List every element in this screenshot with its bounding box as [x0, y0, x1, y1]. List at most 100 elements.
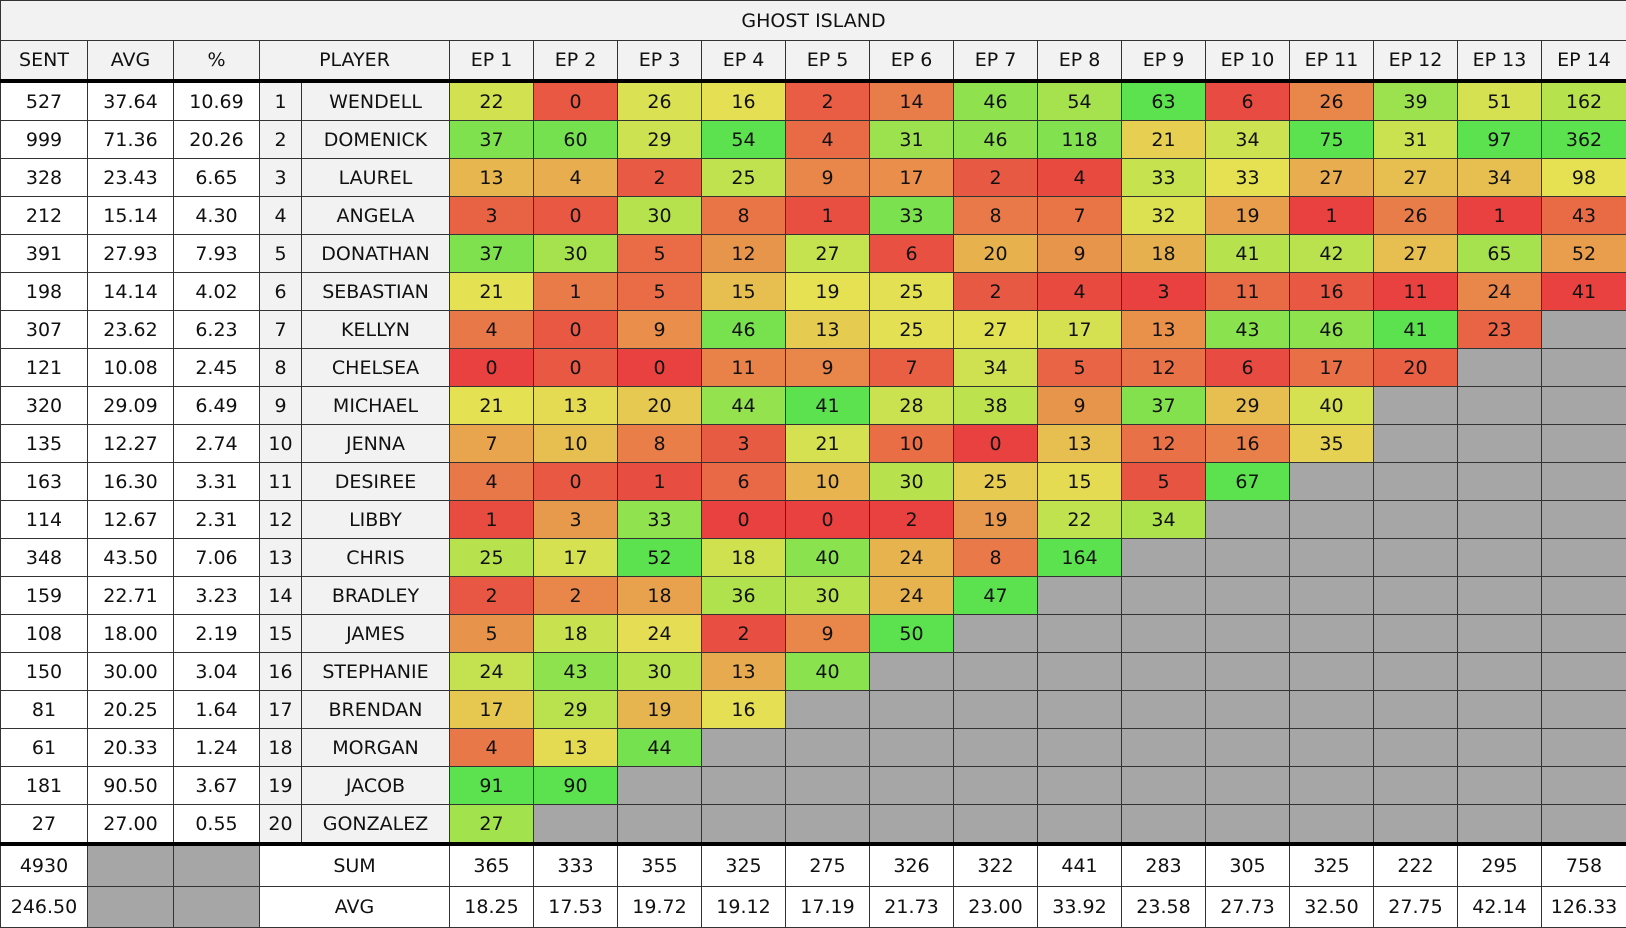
- episode-cell: 22: [1038, 501, 1122, 539]
- episode-cell: 10: [786, 463, 870, 501]
- empty-cell: [1122, 577, 1206, 615]
- footer-cell: 283: [1122, 844, 1206, 887]
- episode-cell: 21: [450, 387, 534, 425]
- footer-cell: 126.33: [1542, 887, 1626, 928]
- column-header: EP 12: [1374, 41, 1458, 82]
- episode-cell: 18: [618, 577, 702, 615]
- pct-cell: 3.31: [174, 463, 260, 501]
- episode-cell: 20: [1374, 349, 1458, 387]
- episode-cell: 41: [1206, 235, 1290, 273]
- episode-cell: 40: [786, 653, 870, 691]
- sent-cell: 391: [1, 235, 88, 273]
- episode-cell: 34: [954, 349, 1038, 387]
- episode-cell: 164: [1038, 539, 1122, 577]
- empty-cell: [870, 653, 954, 691]
- episode-cell: 9: [618, 311, 702, 349]
- episode-cell: 30: [618, 653, 702, 691]
- empty-cell: [1542, 577, 1626, 615]
- episode-cell: 43: [534, 653, 618, 691]
- footer-cell: 17.53: [534, 887, 618, 928]
- footer-cell: 33.92: [1038, 887, 1122, 928]
- episode-cell: 36: [702, 577, 786, 615]
- episode-cell: 39: [1374, 81, 1458, 121]
- episode-cell: 17: [450, 691, 534, 729]
- episode-cell: 2: [870, 501, 954, 539]
- empty-cell: [954, 729, 1038, 767]
- empty-cell: [1290, 539, 1374, 577]
- empty-cell: [1290, 729, 1374, 767]
- episode-cell: 97: [1458, 121, 1542, 159]
- footer-cell: 305: [1206, 844, 1290, 887]
- avg-cell: 14.14: [88, 273, 174, 311]
- footer-cell: 325: [1290, 844, 1374, 887]
- player-cell: MICHAEL: [302, 387, 450, 425]
- episode-cell: 27: [1290, 159, 1374, 197]
- episode-cell: 20: [618, 387, 702, 425]
- episode-cell: 29: [618, 121, 702, 159]
- empty-cell: [954, 653, 1038, 691]
- empty-cell: [786, 767, 870, 805]
- episode-cell: 13: [534, 729, 618, 767]
- episode-cell: 6: [1206, 81, 1290, 121]
- column-header: EP 13: [1458, 41, 1542, 82]
- episode-cell: 24: [618, 615, 702, 653]
- empty-cell: [870, 767, 954, 805]
- player-cell: MORGAN: [302, 729, 450, 767]
- episode-cell: 20: [954, 235, 1038, 273]
- episode-cell: 34: [1206, 121, 1290, 159]
- empty-cell: [1206, 767, 1290, 805]
- episode-cell: 26: [618, 81, 702, 121]
- sent-cell: 108: [1, 615, 88, 653]
- empty-cell: [1122, 805, 1206, 845]
- footer-cell: 441: [1038, 844, 1122, 887]
- empty-cell: [1290, 501, 1374, 539]
- empty-cell: [1542, 501, 1626, 539]
- player-cell: BRADLEY: [302, 577, 450, 615]
- footer-cell: 17.19: [786, 887, 870, 928]
- sent-cell: 163: [1, 463, 88, 501]
- empty-cell: [1542, 691, 1626, 729]
- episode-cell: 44: [702, 387, 786, 425]
- rank-cell: 16: [260, 653, 302, 691]
- episode-cell: 29: [1206, 387, 1290, 425]
- empty-cell: [1374, 691, 1458, 729]
- rank-cell: 15: [260, 615, 302, 653]
- episode-cell: 25: [702, 159, 786, 197]
- episode-cell: 10: [870, 425, 954, 463]
- episode-cell: 24: [1458, 273, 1542, 311]
- episode-cell: 0: [534, 197, 618, 235]
- empty-cell: [1206, 615, 1290, 653]
- episode-cell: 4: [450, 729, 534, 767]
- episode-cell: 37: [450, 121, 534, 159]
- player-cell: BRENDAN: [302, 691, 450, 729]
- empty-cell: [174, 887, 260, 928]
- episode-cell: 15: [1038, 463, 1122, 501]
- episode-cell: 67: [1206, 463, 1290, 501]
- rank-cell: 6: [260, 273, 302, 311]
- pct-cell: 2.31: [174, 501, 260, 539]
- episode-cell: 26: [1290, 81, 1374, 121]
- episode-cell: 2: [954, 159, 1038, 197]
- sent-cell: 159: [1, 577, 88, 615]
- episode-cell: 90: [534, 767, 618, 805]
- episode-cell: 13: [450, 159, 534, 197]
- episode-cell: 13: [1038, 425, 1122, 463]
- episode-cell: 0: [786, 501, 870, 539]
- episode-cell: 15: [702, 273, 786, 311]
- empty-cell: [786, 691, 870, 729]
- episode-cell: 8: [954, 539, 1038, 577]
- avg-cell: 10.08: [88, 349, 174, 387]
- episode-cell: 46: [954, 81, 1038, 121]
- episode-cell: 0: [534, 463, 618, 501]
- episode-cell: 2: [786, 81, 870, 121]
- footer-cell: 23.58: [1122, 887, 1206, 928]
- column-header: EP 1: [450, 41, 534, 82]
